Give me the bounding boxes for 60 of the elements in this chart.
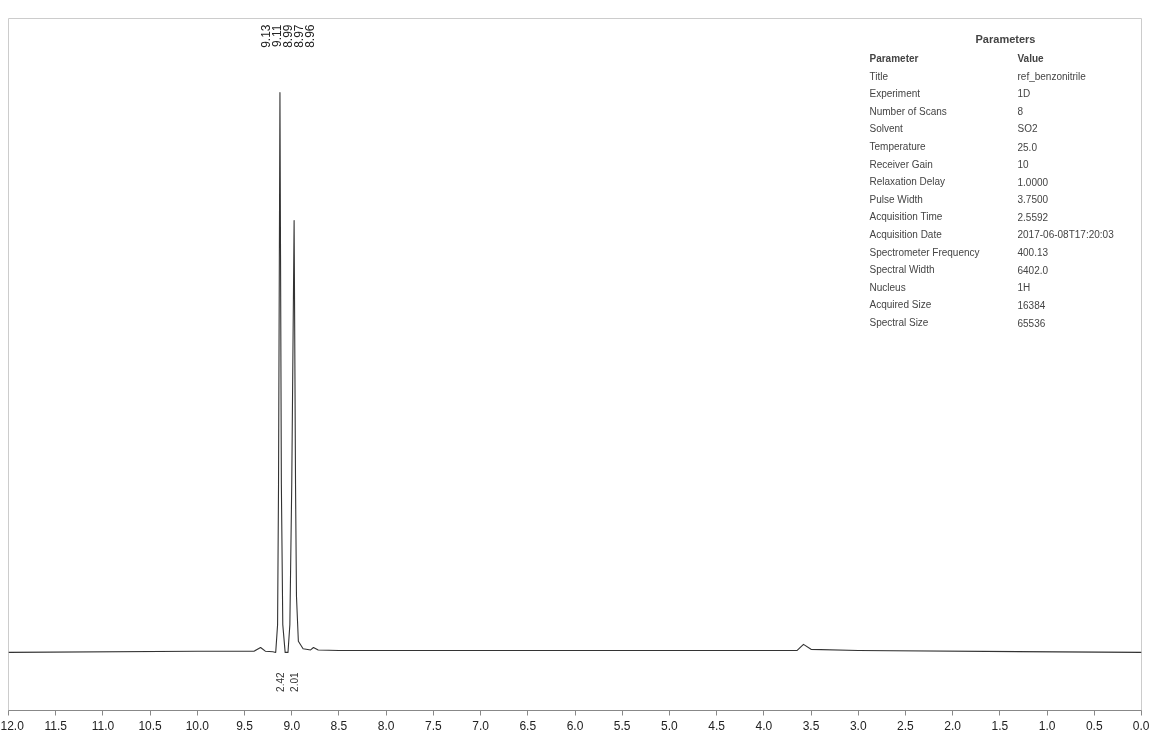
x-tick-label: 1.5 [991,718,1009,733]
x-tick-label: 2.5 [897,718,915,733]
text: Value [1017,53,1045,64]
x-tick-label: 4.5 [708,718,726,733]
x-tick-label: 8.5 [330,718,348,733]
x-tick-label: 7.5 [425,718,443,733]
x-tick-label: 7.0 [472,718,490,733]
annotation: Acquired Size [869,299,932,311]
x-tick-label: 0.5 [1085,718,1103,733]
text: ref_benzonitrile [1017,70,1087,82]
annotation: 2.01 [289,671,301,692]
annotation: 16384 [1017,299,1046,311]
annotation: Number of Scans [869,105,947,117]
x-tick-label: 10.0 [185,718,210,733]
annotation: Spectral Width [869,264,935,276]
x-tick-label: 11.5 [44,718,68,733]
annotation: SO2 [1017,123,1038,135]
text: Parameter [869,53,919,64]
x-tick-label: 5.5 [613,718,631,733]
x-tick-label: 2.0 [944,718,962,733]
annotation: Pulse Width [869,193,923,205]
annotation: 400.13 [1017,247,1049,259]
annotation: Spectral Size [869,317,929,328]
annotation: 1H [1017,281,1031,293]
annotation: Receiver Gain [869,158,933,170]
x-tick-label: 3.0 [849,718,867,733]
x-tick-label: 6.5 [519,718,537,733]
x-tick-label: 9.0 [283,718,301,733]
annotation: 3.7500 [1017,194,1049,206]
annotation: 65536 [1017,317,1046,329]
x-tick-label: 0.0 [1132,718,1149,733]
annotation: 25.0 [1017,141,1038,153]
x-tick-label: 12.0 [0,718,25,733]
annotation: Relaxation Delay [869,176,946,188]
annotation: Nucleus [869,281,906,293]
annotation: 2.42 [274,671,286,692]
annotation: Acquisition Date [869,229,943,240]
annotation: 1.0000 [1017,176,1049,188]
annotation: Solvent [869,123,904,135]
annotation: 1D [1017,88,1031,100]
x-tick-label: 11.0 [91,718,115,733]
x-tick-label: 6.0 [566,718,584,733]
annotation: Temperature [869,141,927,152]
annotation: Spectrometer Frequency [869,246,980,258]
annotation: Experiment [869,88,921,100]
x-tick-label: 9.5 [236,718,254,733]
x-tick-label: 3.5 [802,718,820,733]
annotation: Acquisition Time [869,211,943,223]
x-tick-label: 4.0 [755,718,773,733]
annotation: 6402.0 [1017,264,1049,276]
annotation: 2.5592 [1017,211,1049,223]
x-tick-label: 10.5 [138,718,163,733]
x-tick-label: 5.0 [661,718,679,733]
x-tick-label: 1.0 [1038,718,1056,733]
annotation: 10 [1017,159,1030,171]
text: Parameters [975,32,1036,45]
x-tick-label: 8.0 [377,718,395,733]
annotation: 8 [1017,106,1024,118]
text: Title [869,70,889,82]
annotation: 2017-06-08T17:20:03 [1017,229,1115,240]
